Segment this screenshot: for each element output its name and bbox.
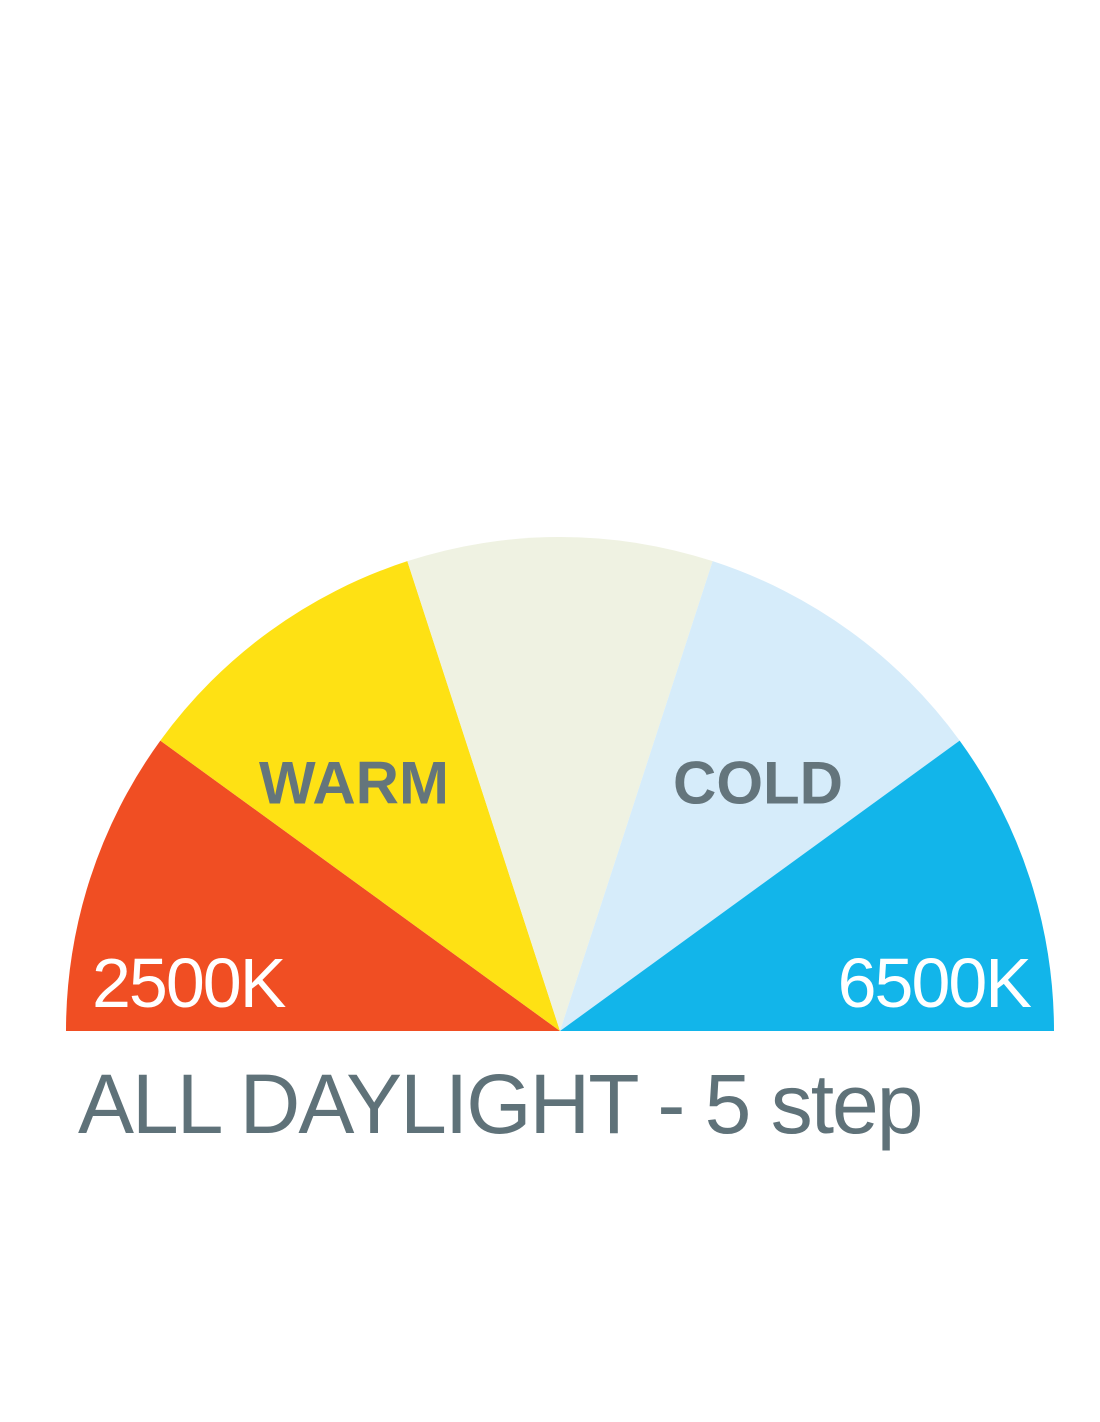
- cold-label: COLD: [673, 749, 843, 817]
- segment-neutral-wedge: [407, 537, 713, 1031]
- max-kelvin-label: 6500K: [837, 944, 1032, 1022]
- segment-deep-warm-wedge: [65, 740, 560, 1031]
- segment-deep-cold-wedge: [560, 740, 1054, 1031]
- segment-cold-wedge: [560, 561, 960, 1031]
- caption-title: ALL DAYLIGHT - 5 step: [78, 1057, 923, 1151]
- warm-label: WARM: [259, 749, 449, 817]
- min-kelvin-label: 2500K: [92, 944, 286, 1022]
- segment-warm-wedge: [160, 561, 560, 1031]
